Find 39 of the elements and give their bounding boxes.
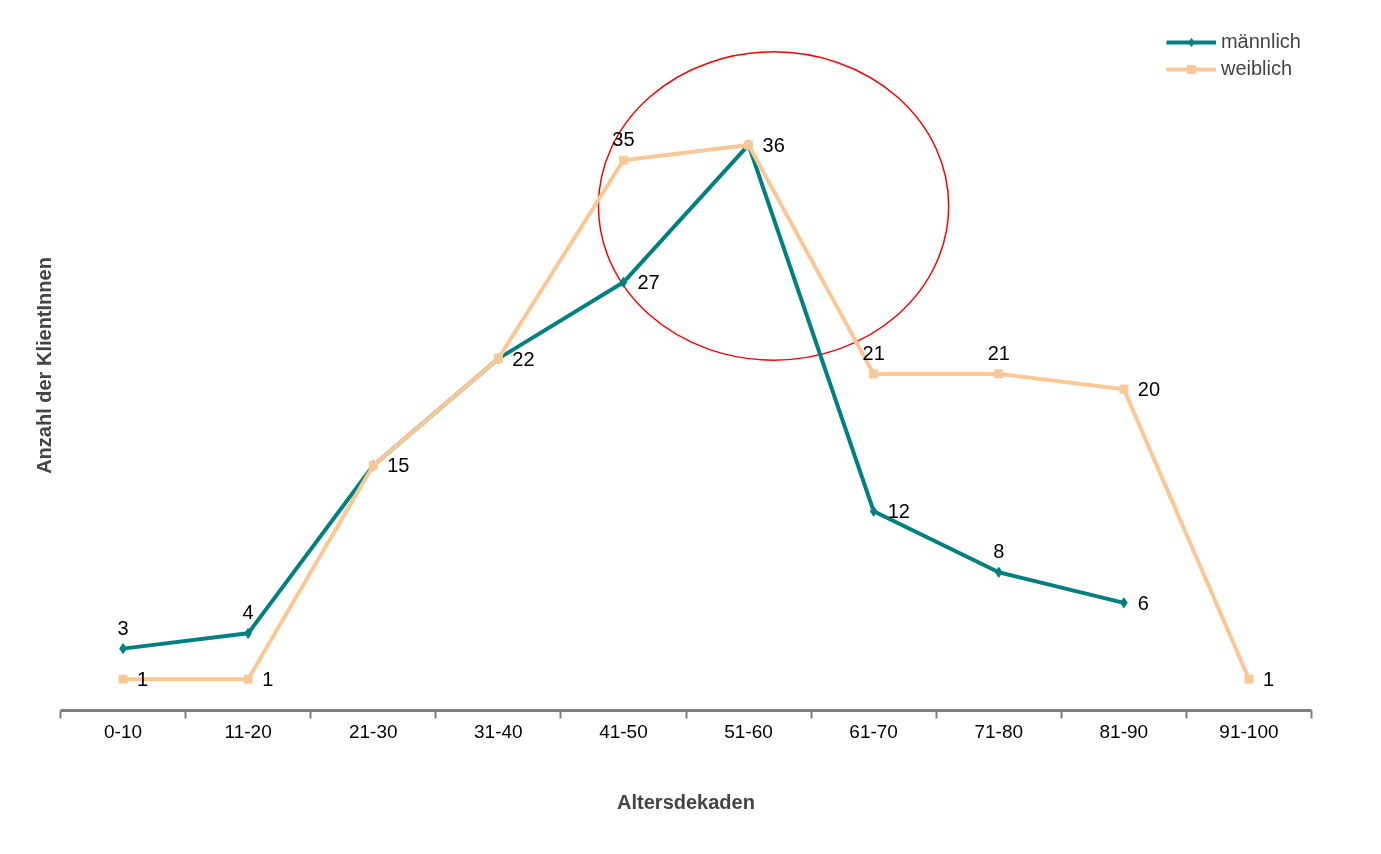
x-tick-label: 81-90 (1099, 720, 1149, 742)
data-label: 22 (512, 347, 535, 370)
data-label: 8 (993, 540, 1005, 563)
x-tick-label: 91-100 (1219, 720, 1279, 742)
data-label: 1 (1262, 668, 1275, 691)
x-axis-title: Altersdekaden (617, 790, 755, 813)
data-label: 4 (242, 601, 254, 624)
x-tick-label: 61-70 (849, 720, 898, 742)
point (869, 369, 879, 379)
legend-label: männlich (1220, 30, 1301, 53)
point (1244, 674, 1254, 684)
x-tick-label: 71-80 (974, 720, 1024, 742)
point (118, 674, 128, 684)
x-tick-label: 0-10 (104, 720, 143, 742)
legend-label: weiblich (1220, 57, 1293, 80)
point (619, 276, 628, 288)
data-label: 1 (262, 668, 274, 691)
x-tick-label: 21-30 (348, 720, 398, 742)
point (243, 674, 253, 684)
point (618, 155, 628, 165)
data-label: 27 (637, 271, 660, 294)
data-label: 21 (987, 341, 1010, 364)
data-label: 1 (137, 668, 149, 691)
point (994, 369, 1004, 379)
data-label: 21 (862, 341, 885, 364)
data-label: 20 (1137, 378, 1161, 401)
x-tick-label: 41-50 (599, 720, 648, 742)
data-label: 36 (762, 133, 785, 156)
point (994, 566, 1003, 578)
data-label: 12 (887, 500, 910, 523)
x-tick-label: 31-40 (474, 720, 523, 742)
data-label: 6 (1137, 591, 1149, 614)
y-axis-title: Anzahl der KlientInnen (32, 257, 55, 474)
point (869, 505, 878, 517)
point (1119, 384, 1129, 394)
data-label: 3 (117, 616, 129, 639)
x-tick-label: 51-60 (724, 720, 773, 742)
x-tick-label: 11-20 (224, 720, 272, 742)
data-label: 15 (387, 454, 410, 477)
